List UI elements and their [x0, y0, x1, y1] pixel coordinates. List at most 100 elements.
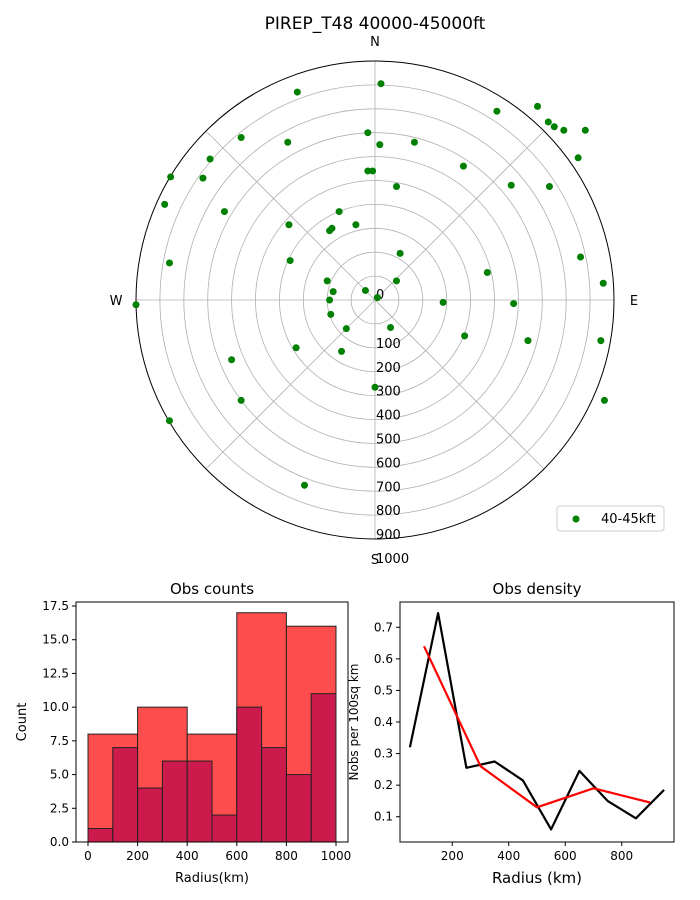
histogram-bar-100km: [87, 828, 114, 843]
density-line-100km: [408, 612, 665, 831]
polar-point: [286, 257, 294, 265]
density-y-tick-label: 0.5: [374, 683, 393, 697]
density-title: Obs density: [493, 580, 582, 598]
polar-point: [507, 181, 515, 189]
polar-radius-tick: 900: [376, 528, 401, 543]
polar-point: [544, 118, 552, 126]
polar-point: [483, 269, 491, 277]
histogram-y-tick-label: 5.0: [50, 768, 69, 782]
polar-point: [459, 162, 467, 170]
histogram-y-tick-label: 0.0: [50, 835, 69, 849]
polar-point: [493, 107, 501, 115]
polar-point: [228, 356, 236, 364]
polar-radius-tick: 1000: [376, 552, 409, 567]
polar-point: [199, 174, 207, 182]
histogram-y-tick-label: 7.5: [50, 734, 69, 748]
polar-point: [600, 396, 608, 404]
polar-point: [597, 337, 605, 345]
polar-radius-tick: 700: [376, 480, 401, 495]
density-y-label: Nobs per 100sq km: [347, 664, 361, 781]
polar-point: [510, 300, 518, 308]
polar-point: [376, 141, 384, 149]
polar-point: [371, 383, 379, 391]
polar-point: [161, 200, 169, 208]
density-x-tick-label: 400: [497, 849, 520, 863]
direction-label-w: W: [110, 294, 123, 309]
direction-label-s: S: [371, 553, 379, 568]
polar-point: [534, 102, 542, 110]
polar-point: [410, 138, 418, 146]
polar-point: [327, 310, 335, 318]
histogram-y-label: Count: [15, 703, 30, 742]
polar-point: [396, 249, 404, 257]
histogram-y-tick-label: 15.0: [42, 633, 69, 647]
density-y-tick-label: 0.3: [374, 747, 393, 761]
histogram-bar-100km: [236, 706, 263, 843]
density-y-tick-label: 0.1: [374, 810, 393, 824]
polar-grid: [136, 61, 614, 539]
polar-grid-spoke: [205, 130, 376, 301]
polar-point: [545, 182, 553, 190]
polar-plot: 01002003004005006007008009001000 N E S W…: [110, 35, 665, 568]
polar-point: [352, 221, 360, 229]
histogram-frame: [75, 601, 349, 843]
polar-point: [206, 155, 214, 163]
polar-point: [550, 123, 558, 131]
histogram-x-tick-label: 0: [84, 849, 92, 863]
polar-point: [369, 167, 377, 175]
histogram-y-ticks: 0.0 2.5 5.0 7.5 10.0 12.5 15.0 17.5: [42, 599, 76, 849]
density-x-tick-label: 600: [554, 849, 577, 863]
histogram-bars: [87, 612, 337, 843]
polar-point: [387, 323, 395, 331]
polar-point: [323, 277, 331, 285]
polar-point: [132, 301, 140, 309]
polar-radius-tick: 500: [376, 433, 401, 448]
polar-grid-spoke: [374, 299, 545, 470]
polar-point: [581, 126, 589, 134]
polar-point: [167, 173, 175, 181]
polar-point: [393, 277, 401, 285]
histogram-x-tick-label: 200: [126, 849, 149, 863]
polar-point: [377, 80, 385, 88]
histogram-plot: Obs counts 0 200 400 600 800 1000 0.0 2.5 5.0 7.…: [15, 580, 351, 886]
density-x-tick-label: 800: [610, 849, 633, 863]
polar-point: [574, 154, 582, 162]
polar-legend: 40-45kft: [556, 505, 665, 532]
density-x-ticks: 200 400 600 800: [441, 842, 633, 863]
histogram-title: Obs counts: [170, 580, 254, 598]
histogram-y-tick-label: 17.5: [42, 599, 69, 613]
polar-point: [285, 221, 293, 229]
histogram-x-tick-label: 400: [176, 849, 199, 863]
polar-grid-spoke: [205, 299, 376, 470]
legend-label: 40-45kft: [601, 512, 656, 527]
polar-radius-tick: 300: [376, 385, 401, 400]
polar-radius-tick: 400: [376, 409, 401, 424]
polar-point: [599, 279, 607, 287]
histogram-y-tick-label: 12.5: [42, 666, 69, 680]
histogram-bar-100km: [310, 693, 337, 843]
direction-label-n: N: [370, 35, 380, 50]
polar-point: [461, 332, 469, 340]
polar-point: [165, 417, 173, 425]
polar-point: [342, 325, 350, 333]
polar-radius-tick: 800: [376, 504, 401, 519]
polar-grid-spoke: [374, 130, 545, 301]
histogram-bar-100km: [186, 760, 213, 843]
polar-point: [524, 337, 532, 345]
polar-radius-tick: 200: [376, 361, 401, 376]
density-y-tick-label: 0.7: [374, 620, 393, 634]
polar-point: [560, 126, 568, 134]
histogram-bar-100km: [161, 760, 188, 843]
polar-point: [439, 298, 447, 306]
polar-point: [284, 138, 292, 146]
density-y-tick-label: 0.6: [374, 652, 393, 666]
polar-radius-tick: 600: [376, 456, 401, 471]
density-y-tick-label: 0.2: [374, 778, 393, 792]
polar-point: [220, 208, 228, 216]
polar-point: [293, 88, 301, 96]
histogram-bar-100km: [137, 787, 163, 843]
legend-marker: [572, 515, 580, 523]
polar-point: [393, 182, 401, 190]
polar-point: [338, 347, 346, 355]
